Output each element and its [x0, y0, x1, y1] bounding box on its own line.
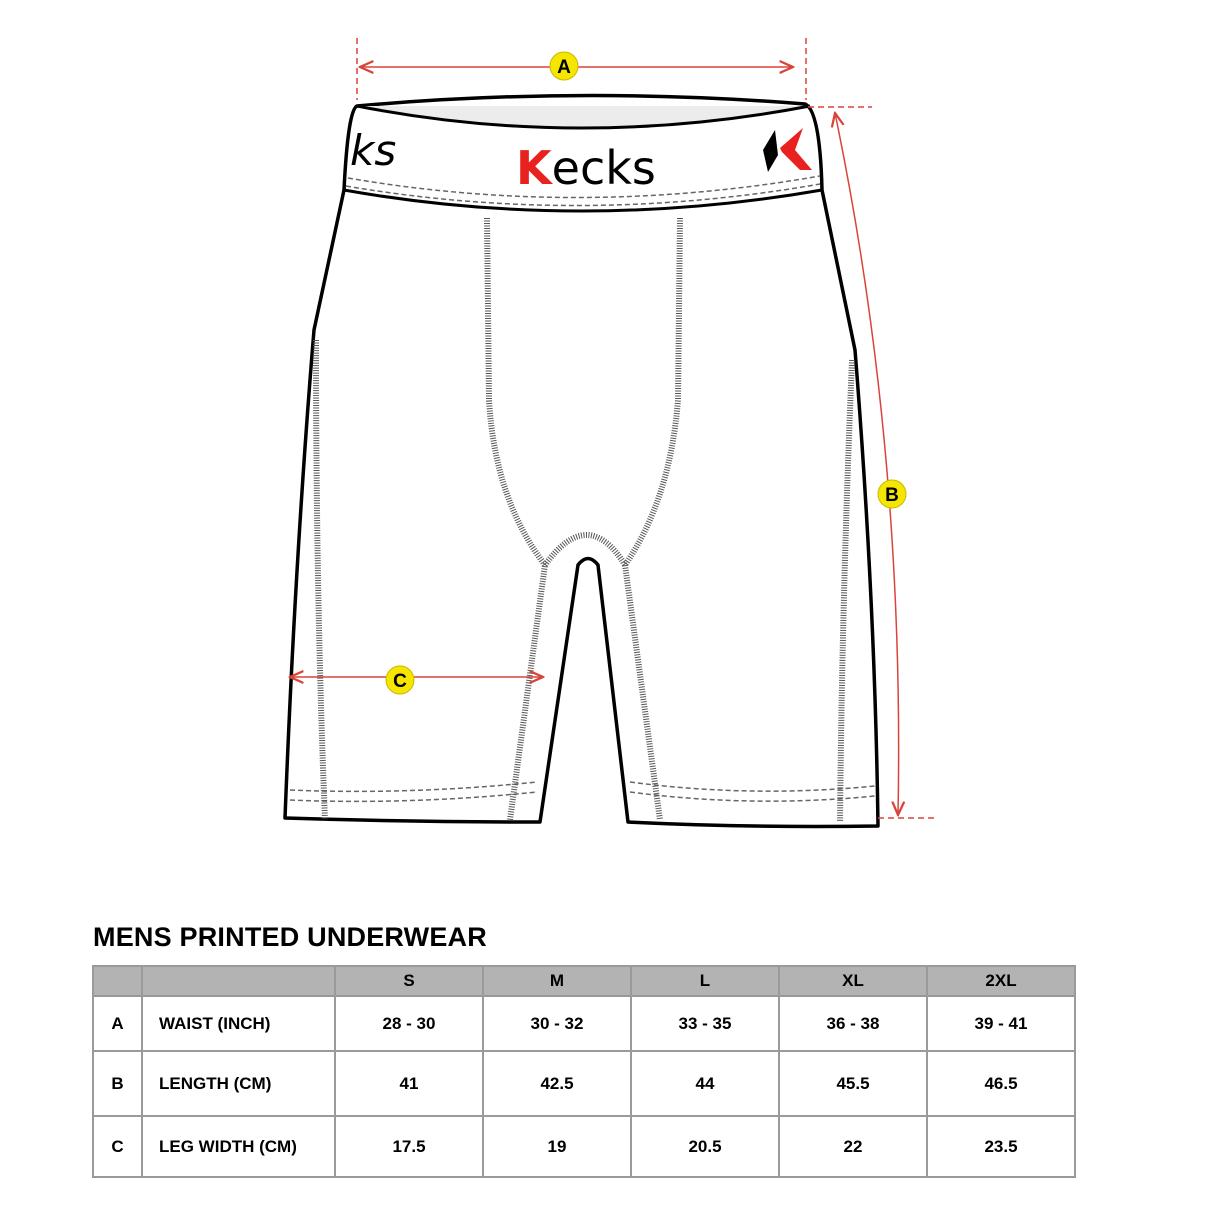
cell: 17.5: [334, 1115, 484, 1178]
waistband-logo-repeats: ks: [350, 126, 812, 175]
header-cell: 2XL: [926, 965, 1076, 997]
cell: 46.5: [926, 1050, 1076, 1117]
table-row: A WAIST (INCH) 28 - 30 30 - 32 33 - 35 3…: [92, 995, 1076, 1052]
cell: 39 - 41: [926, 995, 1076, 1052]
badge-a: A: [549, 51, 579, 81]
cell: 45.5: [778, 1050, 928, 1117]
svg-text:ks: ks: [350, 126, 396, 175]
brand-logo: Kecks: [516, 141, 656, 195]
badge-b: B: [877, 479, 907, 509]
header-cell: M: [482, 965, 632, 997]
cell: 19: [482, 1115, 632, 1178]
cell: 44: [630, 1050, 780, 1117]
cell: 30 - 32: [482, 995, 632, 1052]
cell: 28 - 30: [334, 995, 484, 1052]
header-cell: [141, 965, 336, 997]
dimension-a: [356, 38, 807, 100]
svg-text:B: B: [885, 485, 899, 506]
dimension-b: [808, 106, 938, 819]
row-key: C: [92, 1115, 143, 1178]
cell: 41: [334, 1050, 484, 1117]
svg-text:A: A: [557, 57, 571, 78]
cell: 36 - 38: [778, 995, 928, 1052]
cell: 42.5: [482, 1050, 632, 1117]
shorts-outline: [283, 93, 880, 829]
row-label: LEG WIDTH (CM): [141, 1115, 336, 1178]
badge-c: C: [385, 665, 415, 695]
row-key: A: [92, 995, 143, 1052]
header-cell: L: [630, 965, 780, 997]
row-key: B: [92, 1050, 143, 1117]
svg-text:C: C: [393, 671, 407, 692]
row-label: LENGTH (CM): [141, 1050, 336, 1117]
header-cell: XL: [778, 965, 928, 997]
row-label: WAIST (INCH): [141, 995, 336, 1052]
stitching: [289, 175, 876, 803]
header-cell: S: [334, 965, 484, 997]
cell: 33 - 35: [630, 995, 780, 1052]
cell: 22: [778, 1115, 928, 1178]
table-row: B LENGTH (CM) 41 42.5 44 45.5 46.5: [92, 1050, 1076, 1117]
table-header-row: S M L XL 2XL: [92, 965, 1076, 997]
cell: 20.5: [630, 1115, 780, 1178]
table-row: C LEG WIDTH (CM) 17.5 19 20.5 22 23.5: [92, 1115, 1076, 1178]
chart-title: MENS PRINTED UNDERWEAR: [93, 922, 487, 952]
header-cell: [92, 965, 143, 997]
size-diagram: ks A B C: [283, 38, 938, 829]
cell: 23.5: [926, 1115, 1076, 1178]
size-table: S M L XL 2XL A WAIST (INCH) 28 - 30 30 -…: [92, 965, 1076, 1178]
